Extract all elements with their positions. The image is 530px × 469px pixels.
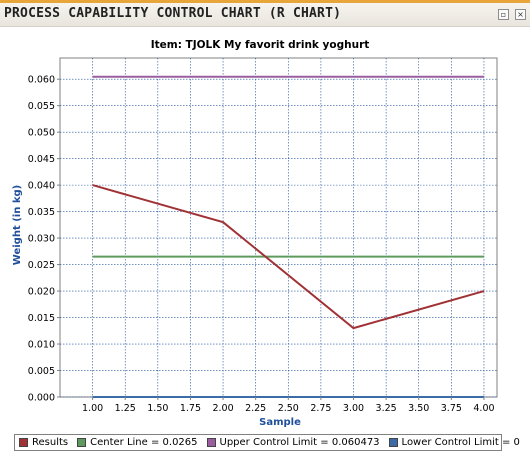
- x-tick-label: 3.00: [343, 403, 364, 414]
- series-line-results: [92, 184, 485, 330]
- legend-swatch-results: [19, 438, 28, 447]
- x-tick-label: 3.25: [376, 403, 397, 414]
- y-axis-label: Weight (in kg): [12, 185, 23, 265]
- x-axis-ticks: 1.00 1.25 1.50 1.75 2.00 2.25 2.50 2.75 3.00 3.25…: [82, 397, 495, 414]
- y-tick-label: 0.050: [28, 128, 55, 139]
- legend-label-center-line: Center Line = 0.0265: [90, 437, 198, 448]
- grid-lines: [60, 58, 497, 398]
- window-title: PROCESS CAPABILITY CONTROL CHART (R CHAR…: [4, 6, 342, 21]
- window-titlebar: PROCESS CAPABILITY CONTROL CHART (R CHAR…: [0, 0, 530, 27]
- legend-label-lcl: Lower Control Limit = 0: [401, 437, 520, 448]
- plot-frame: [59, 57, 498, 398]
- legend-label-ucl: Upper Control Limit = 0.060473: [219, 437, 380, 448]
- y-axis-ticks: 0.000 0.005 0.010 0.015 0.020 0.025 0.030 0.035…: [28, 75, 60, 404]
- legend-item-results: Results: [19, 437, 68, 448]
- y-tick-label: 0.015: [28, 313, 55, 324]
- x-tick-label: 2.00: [212, 403, 233, 414]
- x-tick-label: 1.75: [180, 403, 201, 414]
- legend-swatch-center-line: [77, 438, 87, 447]
- legend-swatch-lcl: [388, 438, 398, 447]
- y-tick-label: 0.055: [28, 101, 55, 112]
- plot-area: [59, 57, 498, 398]
- x-tick-label: 3.50: [408, 403, 429, 414]
- legend-swatch-ucl: [206, 438, 216, 447]
- restore-icon[interactable]: ▫: [498, 9, 509, 20]
- legend-label-results: Results: [32, 437, 69, 448]
- chart-legend: Results Center Line = 0.0265 Upper Contr…: [14, 434, 520, 451]
- y-tick-label: 0.035: [28, 207, 55, 218]
- y-tick-label: 0.025: [28, 260, 55, 271]
- y-tick-label: 0.000: [28, 393, 55, 404]
- x-tick-label: 1.50: [147, 403, 168, 414]
- x-tick-label: 2.75: [310, 403, 331, 414]
- y-tick-label: 0.030: [28, 234, 55, 245]
- legend-item-center-line: Center Line = 0.0265: [77, 437, 198, 448]
- y-tick-label: 0.020: [28, 287, 55, 298]
- x-tick-label: 2.50: [278, 403, 299, 414]
- x-axis-label: Sample: [259, 417, 301, 428]
- x-tick-label: 4.00: [473, 403, 494, 414]
- legend-item-ucl: Upper Control Limit = 0.060473: [206, 437, 380, 448]
- x-tick-label: 2.25: [245, 403, 266, 414]
- y-tick-label: 0.005: [28, 366, 55, 377]
- y-tick-label: 0.040: [28, 181, 55, 192]
- y-tick-label: 0.045: [28, 154, 55, 165]
- close-icon[interactable]: ×: [515, 9, 526, 20]
- legend-item-lcl: Lower Control Limit = 0: [388, 437, 520, 448]
- y-tick-label: 0.060: [28, 75, 55, 86]
- y-tick-label: 0.010: [28, 340, 55, 351]
- chart-title: Item: TJOLK My favorit drink yoghurt: [151, 39, 370, 51]
- x-tick-label: 1.25: [115, 403, 136, 414]
- x-tick-label: 1.00: [82, 403, 103, 414]
- x-tick-label: 3.75: [441, 403, 462, 414]
